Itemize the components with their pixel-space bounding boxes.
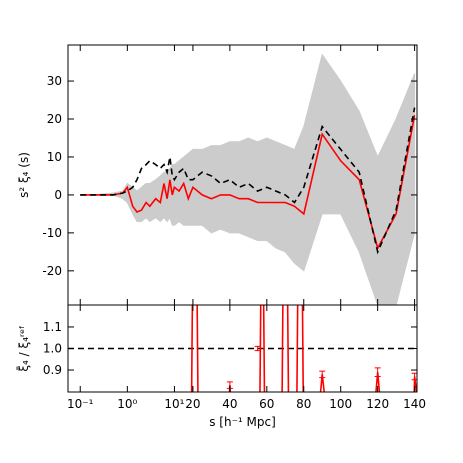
series-line (80, 115, 416, 251)
x-tick-label: 10¹ (164, 397, 184, 411)
y-tick-label: 0.9 (43, 363, 62, 377)
error-bar (319, 370, 326, 379)
y-tick-label: 1.0 (43, 342, 62, 356)
x-tick-label: 140 (403, 397, 426, 411)
y-tick-label: 10 (47, 150, 62, 164)
x-tick-label: 20 (185, 397, 200, 411)
x-tick-label: 100 (329, 397, 352, 411)
plot-area (80, 53, 416, 305)
y-axis-label: s² ξ₄ (s) (17, 152, 31, 198)
series-line (80, 107, 416, 255)
error-bar (374, 367, 381, 377)
error-bar (254, 345, 261, 352)
y-tick-label: -10 (42, 226, 62, 240)
y-tick-label: 1.1 (43, 320, 62, 334)
y-tick-label: 30 (47, 74, 62, 88)
x-tick-label: 120 (366, 397, 389, 411)
x-tick-label: 40 (222, 397, 237, 411)
x-tick-label: 80 (296, 397, 311, 411)
series-line (190, 305, 417, 392)
x-tick-label: 10⁻¹ (67, 397, 94, 411)
y-axis-label: ξ̄₄ / ξ₄ʳᵉᶠ (17, 325, 31, 371)
y-tick-label: 20 (47, 112, 62, 126)
y-tick-label: -20 (42, 264, 62, 278)
mock-band (80, 53, 416, 305)
x-axis-label: s [h⁻¹ Mpc] (209, 415, 276, 429)
y-tick-label: 0 (54, 188, 62, 202)
x-tick-label: 60 (259, 397, 274, 411)
x-tick-label: 10⁰ (117, 397, 137, 411)
